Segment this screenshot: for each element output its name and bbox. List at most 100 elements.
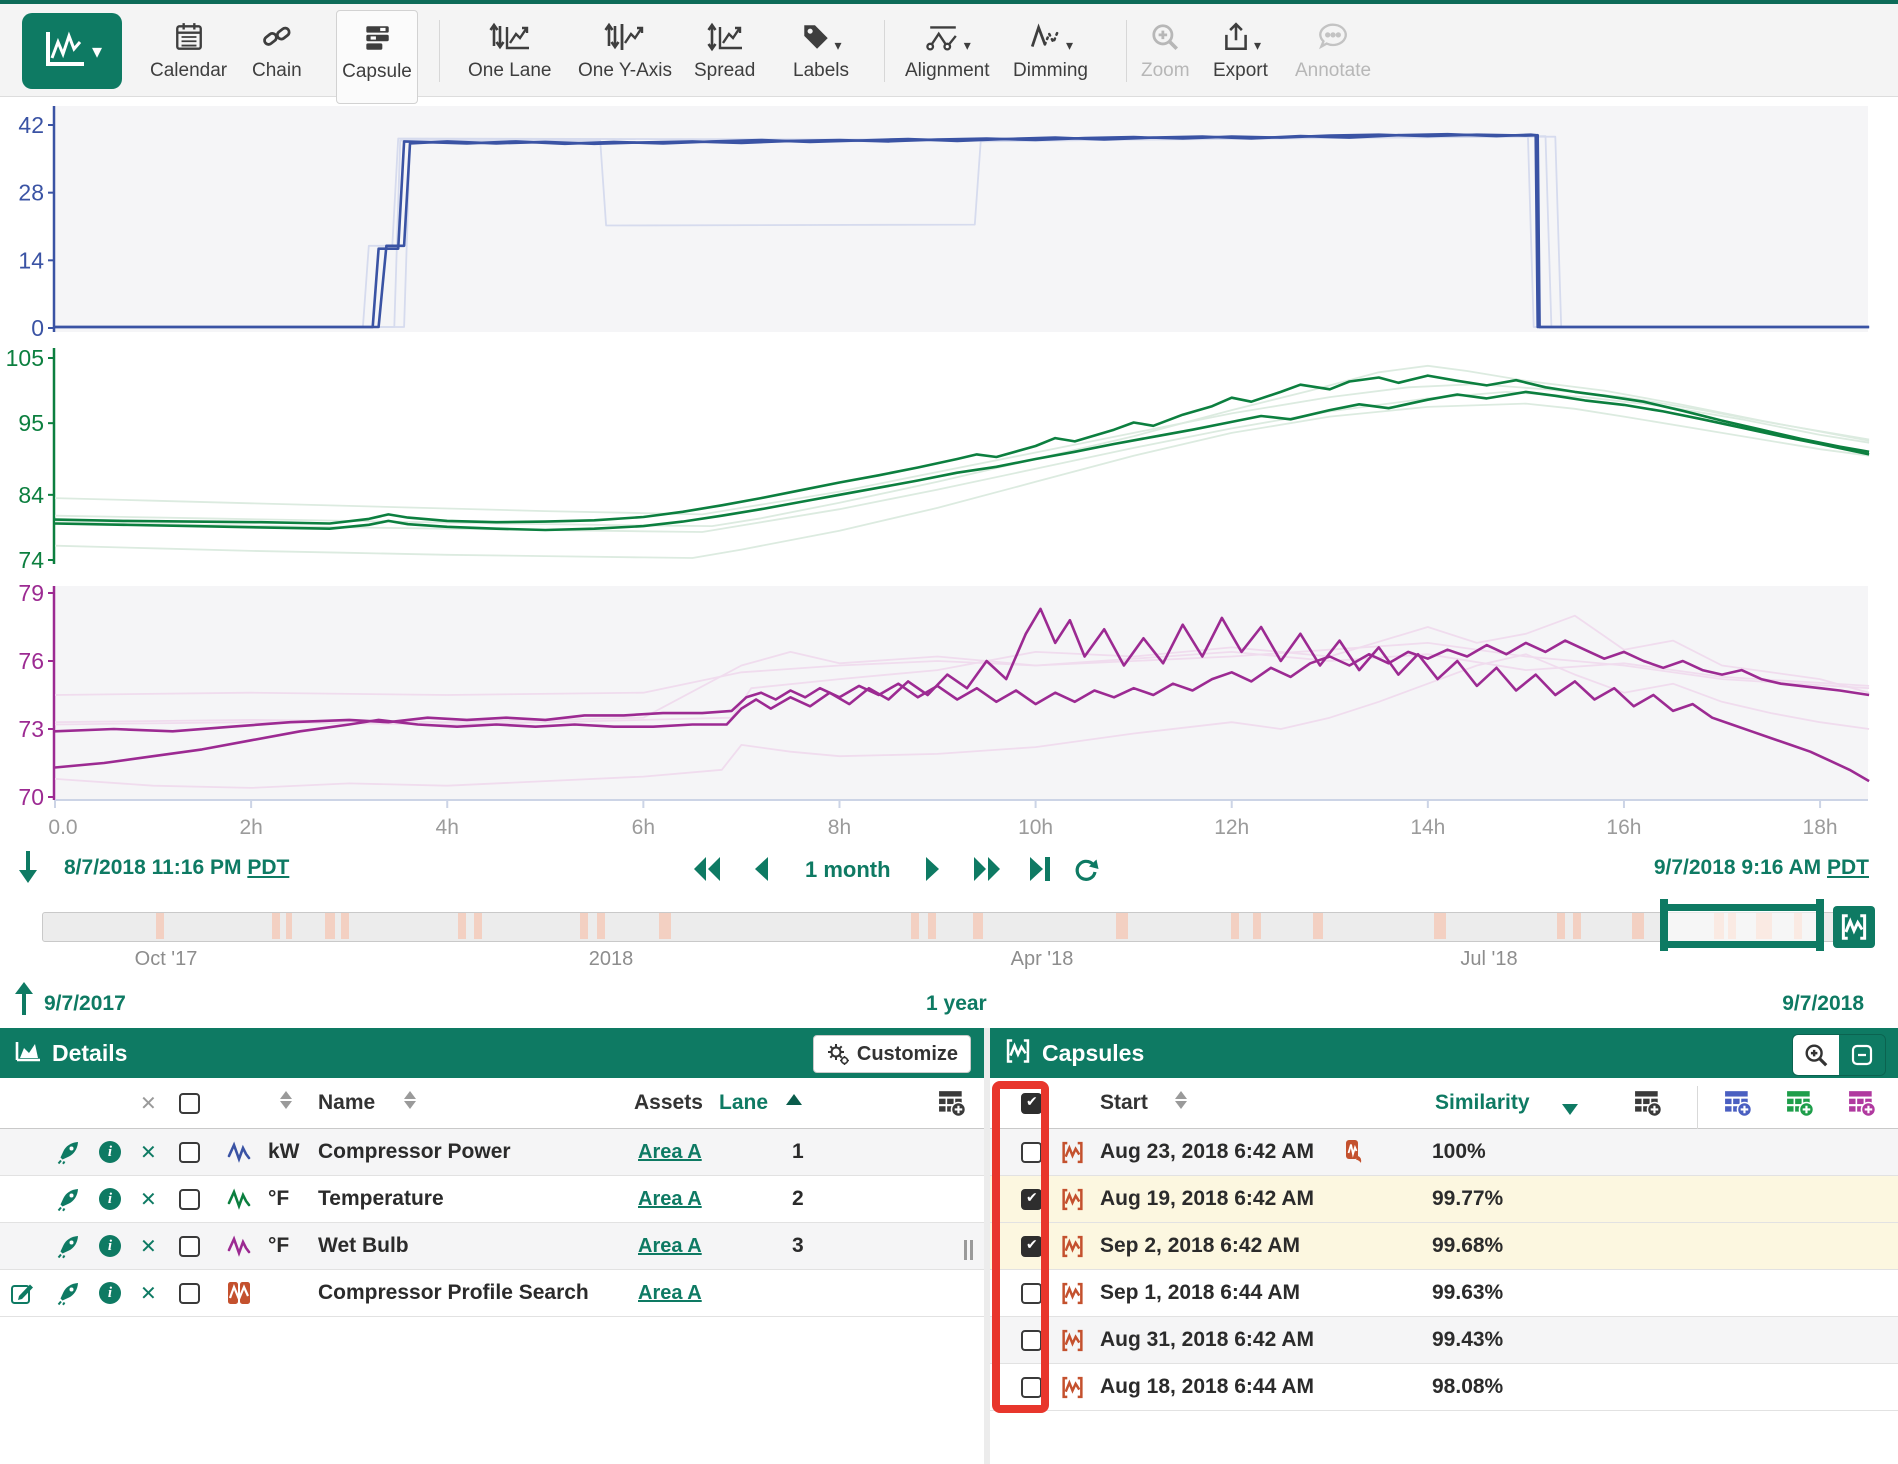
edit-icon[interactable] [10, 1176, 36, 1222]
add-signal-column-blue-icon[interactable] [1724, 1078, 1752, 1128]
select-all-capsules-checkbox[interactable] [1021, 1078, 1042, 1128]
capsule-checkbox[interactable] [1021, 1270, 1042, 1316]
timezone-link[interactable]: PDT [1827, 856, 1869, 879]
details-row[interactable]: i ✕ Compressor Profile Search Area A [0, 1270, 984, 1317]
rocket-icon[interactable] [56, 1176, 82, 1222]
remove-icon[interactable]: ✕ [140, 1235, 157, 1258]
info-icon[interactable]: i [99, 1188, 121, 1210]
toolbar-button-chain[interactable]: Chain [252, 10, 302, 102]
step-back-many-button[interactable] [692, 855, 722, 888]
capsule-checkbox[interactable] [1021, 1129, 1042, 1175]
step-back-button[interactable] [752, 855, 770, 888]
asset-link[interactable]: Area A [638, 1234, 702, 1257]
capsule-time-toggle-button[interactable] [1833, 906, 1875, 948]
toolbar-button-dimming[interactable]: ▾ Dimming [1013, 10, 1088, 102]
row-checkbox[interactable] [179, 1270, 200, 1316]
toolbar-button-one-y-axis[interactable]: One Y-Axis [578, 10, 672, 102]
capsule-occurrence-stripe [271, 913, 280, 939]
info-icon[interactable]: i [99, 1235, 121, 1257]
toolbar-button-export[interactable]: ▾ Export [1213, 10, 1268, 102]
capsule-row[interactable]: Sep 1, 2018 6:44 AM 99.63% [990, 1270, 1898, 1317]
toolbar-button-alignment[interactable]: ▾ Alignment [905, 10, 990, 102]
column-header-similarity[interactable]: Similarity [1435, 1091, 1530, 1114]
rocket-icon[interactable] [56, 1129, 82, 1175]
add-signal-column-green-icon[interactable] [1786, 1078, 1814, 1128]
toolbar-button-capsule[interactable]: Capsule [336, 10, 418, 104]
capsule-time-icon [361, 19, 393, 57]
capsule-checkbox[interactable] [1021, 1317, 1042, 1363]
toolbar-button-zoom[interactable]: Zoom [1141, 10, 1190, 102]
toolbar-button-calendar[interactable]: Calendar [150, 10, 227, 102]
svg-text:73: 73 [18, 716, 44, 742]
signal-name: Wet Bulb [318, 1234, 409, 1257]
rocket-icon[interactable] [56, 1223, 82, 1269]
remove-icon[interactable]: ✕ [140, 1141, 157, 1164]
details-panel: Details Customize ✕ Name Assets Lane i ✕… [0, 1028, 984, 1464]
details-row[interactable]: i ✕ °F Wet Bulb Area A 3 [0, 1223, 984, 1270]
edit-icon[interactable] [10, 1129, 36, 1175]
add-column-icon[interactable] [1634, 1078, 1662, 1128]
select-all-checkbox[interactable] [179, 1078, 200, 1128]
timeline-month-label: Oct '17 [134, 948, 198, 970]
capsule-row[interactable]: Aug 31, 2018 6:42 AM 99.43% [990, 1317, 1898, 1364]
zoom-to-capsules-button[interactable] [1793, 1035, 1839, 1075]
edit-icon[interactable] [10, 1270, 36, 1316]
column-header-assets[interactable]: Assets [634, 1091, 703, 1114]
toolbar-button-labels[interactable]: ▾ Labels [793, 10, 849, 102]
investigate-timeline[interactable] [42, 912, 1872, 942]
column-header-name[interactable]: Name [318, 1091, 376, 1114]
toolbar-button-one-lane[interactable]: One Lane [468, 10, 551, 102]
step-forward-button[interactable] [924, 855, 942, 888]
step-to-end-button[interactable] [1028, 855, 1052, 888]
alignment-icon: ▾ [924, 18, 971, 56]
trend-view-menu-button[interactable]: ▾ [22, 13, 122, 89]
info-icon[interactable]: i [99, 1141, 121, 1163]
remove-icon[interactable]: ✕ [140, 1188, 157, 1211]
column-separator [1697, 1086, 1698, 1162]
capsule-row[interactable]: Sep 2, 2018 6:42 AM 99.68% [990, 1223, 1898, 1270]
details-row[interactable]: i ✕ kW Compressor Power Area A 1 [0, 1129, 984, 1176]
sort-color-column[interactable] [280, 1091, 292, 1141]
collapse-panel-button[interactable] [1839, 1035, 1885, 1075]
panel-resize-grip[interactable] [964, 1240, 976, 1260]
capsule-checkbox[interactable] [1021, 1176, 1042, 1222]
capsule-checkbox[interactable] [1021, 1364, 1042, 1410]
toolbar-button-spread[interactable]: Spread [694, 10, 755, 102]
capsule-row[interactable]: Aug 18, 2018 6:44 AM 98.08% [990, 1364, 1898, 1411]
refresh-icon[interactable] [1072, 856, 1100, 889]
asset-link[interactable]: Area A [638, 1187, 702, 1210]
add-signal-column-magenta-icon[interactable] [1848, 1078, 1876, 1128]
capsule-row[interactable]: Aug 19, 2018 6:42 AM 99.77% [990, 1176, 1898, 1223]
panel-divider[interactable] [984, 1028, 990, 1464]
edit-icon[interactable] [10, 1223, 36, 1269]
remove-all-icon[interactable]: ✕ [140, 1092, 157, 1115]
rocket-icon[interactable] [56, 1270, 82, 1316]
row-checkbox[interactable] [179, 1129, 200, 1175]
column-header-start[interactable]: Start [1100, 1091, 1148, 1114]
step-forward-many-button[interactable] [972, 855, 1002, 888]
lane-number: 3 [792, 1234, 804, 1257]
row-checkbox[interactable] [179, 1223, 200, 1269]
asset-link[interactable]: Area A [638, 1281, 702, 1304]
sort-start-column[interactable] [1175, 1091, 1187, 1141]
add-column-icon[interactable] [938, 1078, 966, 1128]
svg-text:95: 95 [18, 410, 44, 436]
row-checkbox[interactable] [179, 1176, 200, 1222]
sort-name-column[interactable] [404, 1091, 416, 1141]
capsule-start: Aug 18, 2018 6:44 AM [1100, 1375, 1314, 1398]
asset-link[interactable]: Area A [638, 1140, 702, 1163]
capsule-checkbox[interactable] [1021, 1223, 1042, 1269]
remove-icon[interactable]: ✕ [140, 1282, 157, 1305]
info-icon[interactable]: i [99, 1282, 121, 1304]
capsule-row[interactable]: Aug 23, 2018 6:42 AM 100% [990, 1129, 1898, 1176]
step-size-label[interactable]: 1 month [805, 857, 891, 882]
toolbar-button-annotate[interactable]: Annotate [1295, 10, 1371, 102]
timezone-link[interactable]: PDT [247, 856, 290, 879]
customize-button[interactable]: Customize [812, 1035, 971, 1073]
column-header-lane[interactable]: Lane [719, 1091, 769, 1114]
signal-icon [226, 1270, 252, 1316]
details-row[interactable]: i ✕ °F Temperature Area A 2 [0, 1176, 984, 1223]
display-range-selector[interactable] [1659, 899, 1825, 951]
trend-chart[interactable]: 42 28 14 0 105 95 84 74 79 76 73 700.0 2h 4h 6h 8h 10h 12… [0, 96, 1898, 844]
capsule-occurrence-stripe [1116, 913, 1129, 939]
